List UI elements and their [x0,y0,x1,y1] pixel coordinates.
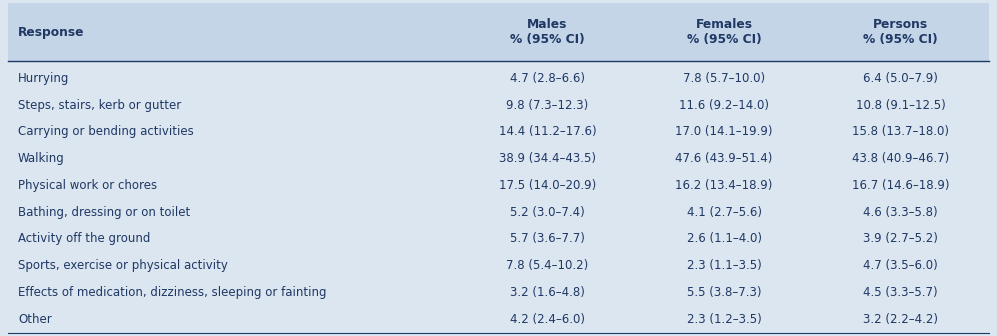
Text: 3.2 (1.6–4.8): 3.2 (1.6–4.8) [510,286,585,299]
Text: 38.9 (34.4–43.5): 38.9 (34.4–43.5) [499,152,596,165]
Text: 10.8 (9.1–12.5): 10.8 (9.1–12.5) [855,98,945,112]
Text: Activity off the ground: Activity off the ground [18,233,151,245]
Text: 4.5 (3.3–5.7): 4.5 (3.3–5.7) [863,286,938,299]
Text: 2.6 (1.1–4.0): 2.6 (1.1–4.0) [687,233,762,245]
Text: 2.3 (1.2–3.5): 2.3 (1.2–3.5) [687,313,762,326]
Text: Persons
% (95% CI): Persons % (95% CI) [863,18,938,46]
Text: 4.7 (2.8–6.6): 4.7 (2.8–6.6) [510,72,585,85]
Text: 2.3 (1.1–3.5): 2.3 (1.1–3.5) [687,259,762,272]
Text: 11.6 (9.2–14.0): 11.6 (9.2–14.0) [679,98,769,112]
Text: 4.2 (2.4–6.0): 4.2 (2.4–6.0) [510,313,585,326]
Text: Carrying or bending activities: Carrying or bending activities [18,125,193,138]
Text: Physical work or chores: Physical work or chores [18,179,158,192]
Text: 5.2 (3.0–7.4): 5.2 (3.0–7.4) [510,206,585,219]
Text: Males
% (95% CI): Males % (95% CI) [510,18,585,46]
Text: Steps, stairs, kerb or gutter: Steps, stairs, kerb or gutter [18,98,181,112]
Text: 17.0 (14.1–19.9): 17.0 (14.1–19.9) [675,125,773,138]
Text: Hurrying: Hurrying [18,72,70,85]
Text: 14.4 (11.2–17.6): 14.4 (11.2–17.6) [498,125,596,138]
Text: 7.8 (5.4–10.2): 7.8 (5.4–10.2) [506,259,588,272]
Text: 3.9 (2.7–5.2): 3.9 (2.7–5.2) [863,233,938,245]
Text: Females
% (95% CI): Females % (95% CI) [687,18,762,46]
Text: Sports, exercise or physical activity: Sports, exercise or physical activity [18,259,228,272]
Text: 15.8 (13.7–18.0): 15.8 (13.7–18.0) [852,125,949,138]
Text: 4.7 (3.5–6.0): 4.7 (3.5–6.0) [863,259,938,272]
Text: 9.8 (7.3–12.3): 9.8 (7.3–12.3) [506,98,588,112]
Text: 17.5 (14.0–20.9): 17.5 (14.0–20.9) [498,179,596,192]
Text: Effects of medication, dizziness, sleeping or fainting: Effects of medication, dizziness, sleepi… [18,286,326,299]
Text: 6.4 (5.0–7.9): 6.4 (5.0–7.9) [863,72,938,85]
Text: 5.5 (3.8–7.3): 5.5 (3.8–7.3) [687,286,762,299]
Text: Bathing, dressing or on toilet: Bathing, dressing or on toilet [18,206,190,219]
Text: 4.1 (2.7–5.6): 4.1 (2.7–5.6) [687,206,762,219]
Text: Walking: Walking [18,152,65,165]
Bar [8,3,989,61]
Text: 43.8 (40.9–46.7): 43.8 (40.9–46.7) [852,152,949,165]
Text: 16.7 (14.6–18.9): 16.7 (14.6–18.9) [852,179,949,192]
Text: 4.6 (3.3–5.8): 4.6 (3.3–5.8) [863,206,938,219]
Text: 16.2 (13.4–18.9): 16.2 (13.4–18.9) [675,179,773,192]
Text: Response: Response [18,26,85,39]
Text: 47.6 (43.9–51.4): 47.6 (43.9–51.4) [675,152,773,165]
Bar [8,65,989,333]
Text: 3.2 (2.2–4.2): 3.2 (2.2–4.2) [863,313,938,326]
Text: Other: Other [18,313,52,326]
Text: 5.7 (3.6–7.7): 5.7 (3.6–7.7) [510,233,585,245]
Text: 7.8 (5.7–10.0): 7.8 (5.7–10.0) [683,72,766,85]
